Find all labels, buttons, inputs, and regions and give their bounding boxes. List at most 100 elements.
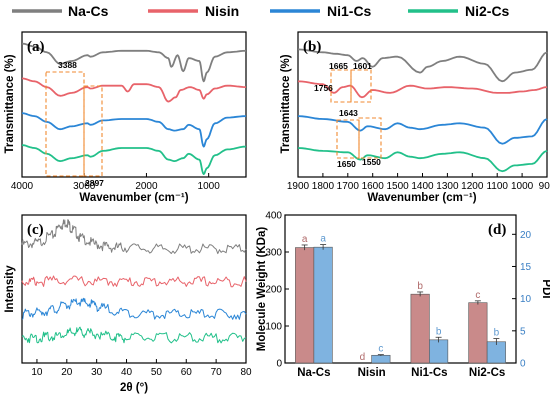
significance-letter: c (378, 344, 383, 355)
series-line-nisin (21, 77, 247, 103)
bar-mw-ni2-cs (468, 302, 488, 364)
series-line-nisin (21, 275, 247, 288)
annotation-1650: 1650 (337, 159, 356, 169)
significance-letter: b (417, 281, 423, 292)
legend-label-nisin: Nisin (205, 3, 239, 19)
x-axis-label-c: 2θ (°) (120, 382, 148, 394)
x-tick-label: 40 (121, 367, 133, 378)
x-tick-label: 1800 (312, 181, 335, 192)
x-tick-label: 80 (240, 367, 252, 378)
x-tick-label: 1700 (337, 181, 360, 192)
annotation-2897: 2897 (85, 178, 104, 188)
y-axis-label-d: Molecule Weight (KDa) (256, 227, 268, 352)
legend: Na-Cs Nisin Ni1-Cs Ni2-Cs (12, 3, 510, 19)
category-label-ni1-cs: Ni1-Cs (411, 367, 447, 379)
series-lines-c (21, 219, 247, 344)
x-axis-label-a: Wavenumber (cm⁻¹) (79, 192, 188, 204)
series-lines-b (297, 48, 548, 173)
axis-ticks-d: Na-Cs Nisin Ni1-Cs Ni2-Cs 0 100 200 300 400 0 5 10 1… (265, 211, 531, 380)
y-tick-label: 0 (276, 359, 282, 370)
highlight-box-1601 (350, 69, 372, 103)
x-tick-label: 1300 (436, 181, 459, 192)
series-line-ni2-cs (297, 147, 548, 173)
annotation-1643: 1643 (339, 108, 358, 118)
series-line-ni2-cs (21, 326, 247, 344)
y-tick-label: 400 (265, 211, 282, 222)
series-line-ni1-cs (297, 115, 548, 145)
y2-tick-label: 15 (520, 262, 532, 273)
bar-mw-ni1-cs (410, 293, 430, 364)
y-axis-label-c: Intensity (4, 265, 16, 313)
category-label-na-cs: Na-Cs (297, 367, 330, 379)
x-tick-label: 1100 (486, 181, 508, 192)
x-tick-label: 1900 (287, 181, 310, 192)
x-tick-label: 2000 (135, 181, 158, 192)
series-line-ni1-cs (21, 297, 247, 320)
y-tick-label: 100 (265, 322, 282, 333)
panel-b: 1900 1800 1700 1600 1500 1400 1300 1200 1100 1000… (280, 31, 550, 204)
y-axis-label-b: Transmittance (%) (280, 54, 292, 153)
x-ticks-c: 10 20 30 40 50 60 70 80 (31, 359, 252, 378)
series-line-ni1-cs (21, 112, 247, 148)
y2-tick-label: 10 (520, 294, 532, 305)
series-line-na-cs (21, 42, 247, 83)
x-tick-label: 900 (539, 181, 550, 192)
series-line-na-cs (297, 48, 548, 83)
bar-pdi-na-cs (313, 246, 333, 364)
series-line-na-cs (21, 219, 247, 255)
significance-letter: b (436, 326, 442, 337)
highlight-box-1550 (358, 117, 382, 159)
series-lines-a (21, 42, 247, 176)
y-axis-label-a: Transmittance (%) (4, 54, 16, 153)
x-tick-label: 1200 (461, 181, 484, 192)
bar-pdi-nisin (371, 354, 391, 364)
y2-tick-label: 5 (520, 326, 526, 337)
y-tick-label: 200 (265, 285, 282, 296)
x-tick-label: 70 (211, 367, 223, 378)
x-tick-label: 30 (91, 367, 103, 378)
series-line-nisin (297, 80, 548, 99)
panel-a: 4000 3000 2000 1000 (a) Wavenumber (cm⁻¹) T… (4, 31, 247, 204)
category-label-ni2-cs: Ni2-Cs (469, 367, 505, 379)
y-tick-label: 300 (265, 248, 282, 259)
x-tick-label: 3000 (73, 181, 96, 192)
panel-label-a: (a) (27, 39, 45, 55)
bar-pdi-ni1-cs (429, 339, 449, 364)
x-tick-label: 1500 (386, 181, 409, 192)
highlight-box-2897 (83, 85, 103, 177)
panel-label-c: (c) (27, 222, 44, 238)
x-tick-label: 1000 (198, 181, 221, 192)
x-ticks-b: 1900 1800 1700 1600 1500 1400 1300 1200 1100 1000… (287, 173, 550, 192)
x-tick-label: 4000 (11, 181, 34, 192)
x-tick-label: 50 (151, 367, 163, 378)
significance-letter: d (360, 352, 366, 363)
x-tick-label: 1400 (411, 181, 434, 192)
x-tick-label: 10 (31, 367, 43, 378)
y2-tick-label: 20 (520, 230, 532, 241)
category-label-nisin: Nisin (358, 367, 386, 379)
x-axis-label-b: Wavenumber (cm⁻¹) (367, 192, 476, 204)
x-tick-label: 1600 (362, 181, 385, 192)
annotation-1550: 1550 (362, 157, 381, 167)
legend-label-na-cs: Na-Cs (68, 3, 109, 19)
y2-axis-label-d: PDI (540, 279, 550, 298)
series-line-ni2-cs (21, 144, 247, 176)
x-tick-label: 20 (61, 367, 73, 378)
significance-letter: a (320, 234, 326, 245)
x-ticks-a: 4000 3000 2000 1000 (11, 173, 220, 192)
y2-tick-label: 0 (520, 359, 526, 370)
annotation-1601: 1601 (353, 61, 372, 71)
x-tick-label: 1000 (511, 181, 534, 192)
significance-letter: a (302, 234, 308, 245)
plot-frame-c (21, 214, 247, 364)
bar-mw-na-cs (295, 247, 315, 364)
bars-d: a a d c b b c b (295, 234, 506, 364)
panel-label-b: (b) (303, 39, 321, 55)
annotation-1756: 1756 (314, 83, 333, 93)
highlight-box-1650 (336, 119, 360, 159)
panel-c: 10 20 30 40 50 60 70 80 (c) 2θ (°) Intensity (4, 214, 252, 394)
x-tick-label: 60 (181, 367, 193, 378)
plot-frame-a (21, 31, 247, 178)
